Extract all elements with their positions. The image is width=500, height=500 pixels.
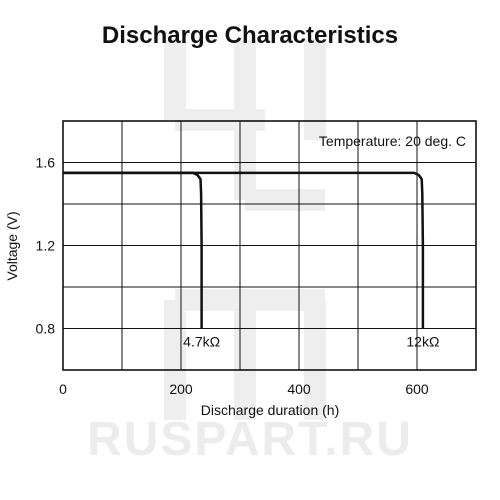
x-tick-label: 600 <box>405 381 429 397</box>
y-tick-label: 1.6 <box>36 155 56 171</box>
temperature-annotation: Temperature: 20 deg. C <box>319 133 466 149</box>
x-tick-label: 0 <box>59 381 67 397</box>
watermark: RUSPART.RU <box>87 40 413 466</box>
x-tick-labels: 0 200 400 600 <box>59 381 429 397</box>
x-tick-label: 200 <box>169 381 193 397</box>
x-tick-label: 400 <box>287 381 311 397</box>
y-tick-labels: 0.8 1.2 1.6 <box>36 155 56 337</box>
y-tick-label: 1.2 <box>36 238 56 254</box>
y-axis-label: Voltage (V) <box>4 211 20 280</box>
plot-frame <box>62 120 477 371</box>
chart-title: Discharge Characteristics <box>102 22 398 49</box>
watermark-text: RUSPART.RU <box>87 413 413 466</box>
y-tick-label: 0.8 <box>36 321 56 337</box>
x-axis-label: Discharge duration (h) <box>201 402 340 418</box>
series-layer <box>63 171 425 329</box>
grid <box>63 121 476 370</box>
series-line-2 <box>63 171 425 329</box>
watermark-logo-shape <box>164 40 326 420</box>
series-labels: 4.7kΩ 12kΩ <box>183 334 439 350</box>
series-label-1: 4.7kΩ <box>183 334 220 350</box>
series-label-2: 12kΩ <box>406 334 439 350</box>
